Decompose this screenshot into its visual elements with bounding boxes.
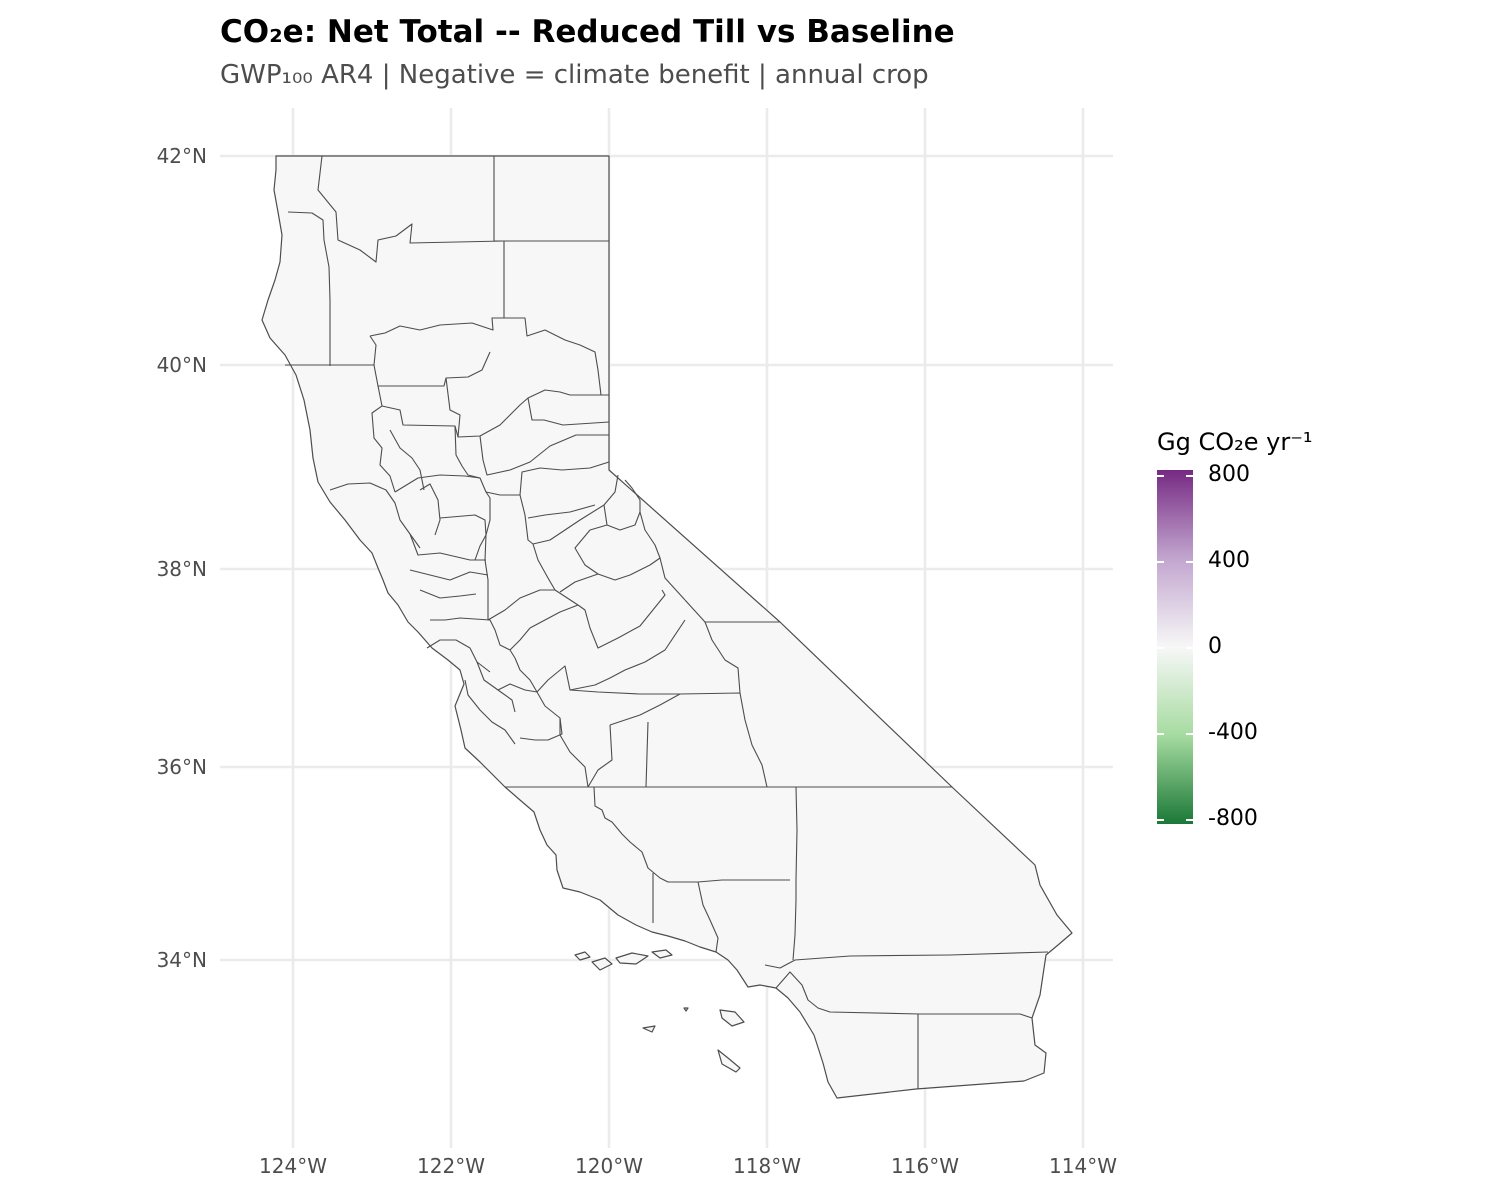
county-border [519,474,619,545]
y-tick-label: 38°N [157,557,207,581]
county-border [487,589,555,621]
channel-islands [574,949,745,1073]
county-border [454,425,520,496]
county-border [527,397,610,426]
county-border [609,693,681,726]
county-border [504,317,609,396]
county-border [479,434,609,476]
y-tick-label: 36°N [157,755,207,779]
county-border [697,881,719,953]
legend-tick [1157,647,1164,649]
county-border [704,621,741,694]
legend-tick [1157,561,1164,563]
island-1 [574,951,591,961]
legend-label: -800 [1208,806,1258,831]
legend-tick [1157,475,1164,477]
county-border [430,617,516,659]
county-border [439,514,487,561]
legend-tick [1186,647,1193,649]
county-border [532,543,579,606]
legend-tick [1157,733,1164,735]
california-outline [261,155,1073,1099]
county-border [559,718,589,788]
island-8 [683,1007,689,1012]
legend-label: 0 [1208,634,1222,659]
y-tick-label: 42°N [157,144,207,168]
chart-subtitle: GWP₁₀₀ AR4 | Negative = climate benefit … [220,60,929,90]
county-border [514,657,538,693]
county-border [536,619,686,693]
county-border [371,385,396,493]
legend-label: 800 [1208,462,1250,487]
county-border [529,604,579,629]
x-tick-label: 122°W [417,1154,485,1178]
legend-tick [1186,475,1193,477]
county-border [285,351,491,387]
island-3 [615,952,649,965]
legend-tick [1186,561,1193,563]
county-border [509,627,531,651]
county-border [639,511,686,601]
x-axis: 124°W 122°W 120°W 118°W 116°W 114°W [259,1154,1117,1178]
county-border [419,589,477,599]
x-tick-label: 118°W [733,1154,801,1178]
county-border [419,483,441,536]
county-border [369,335,377,366]
x-tick-label: 116°W [891,1154,959,1178]
county-border [381,405,459,438]
county-border [409,533,486,561]
x-tick-label: 120°W [575,1154,643,1178]
county-border [519,461,610,496]
county-border [317,155,505,263]
county-border [287,211,331,366]
county-border [569,689,768,788]
legend-tick [1157,819,1164,821]
chart-title: CO₂e: Net Total -- Reduced Till vs Basel… [220,14,955,50]
legend-tick [1186,819,1193,821]
county-border [587,724,613,788]
county-border [559,557,661,593]
county-border [329,482,421,549]
county-borders [285,155,1049,1089]
county-border [484,491,491,620]
island-7 [717,1049,741,1073]
county-border [409,569,489,581]
county-border [775,971,1033,1019]
island-4 [651,949,673,959]
county-border [792,786,798,961]
legend-label: -400 [1208,720,1258,745]
county-border [464,679,516,745]
island-6 [642,1025,656,1033]
county-border [577,589,666,649]
county-border [389,429,425,491]
county-border [527,504,596,519]
y-tick-label: 34°N [157,948,207,972]
legend-label: 400 [1208,548,1250,573]
county-border [497,683,563,741]
y-tick-label: 40°N [157,353,207,377]
county-border [426,639,491,673]
county-border [394,474,481,493]
island-2 [591,957,613,971]
county-border [593,786,790,883]
county-border [369,241,505,337]
county-border [445,377,601,438]
legend-title: Gg CO₂e yr⁻¹ [1157,428,1313,456]
county-border [645,721,649,788]
x-tick-label: 124°W [259,1154,327,1178]
x-tick-label: 114°W [1049,1154,1117,1178]
county-border [764,951,1049,969]
island-5 [719,1009,745,1027]
county-border [603,479,641,531]
y-axis: 42°N 40°N 38°N 36°N 34°N [157,144,207,972]
legend-tick [1186,733,1193,735]
county-border [574,524,608,575]
